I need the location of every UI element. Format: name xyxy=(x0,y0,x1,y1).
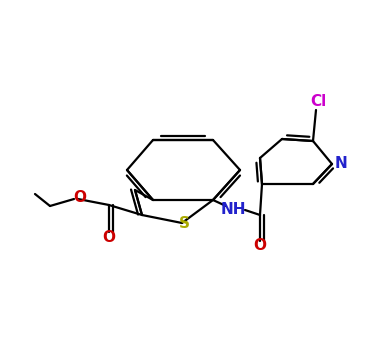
Text: NH: NH xyxy=(220,202,246,218)
Text: N: N xyxy=(335,156,347,172)
Text: O: O xyxy=(253,237,266,253)
Text: Cl: Cl xyxy=(310,94,326,109)
Text: S: S xyxy=(179,217,189,231)
Text: O: O xyxy=(102,229,115,245)
Text: O: O xyxy=(74,190,86,204)
